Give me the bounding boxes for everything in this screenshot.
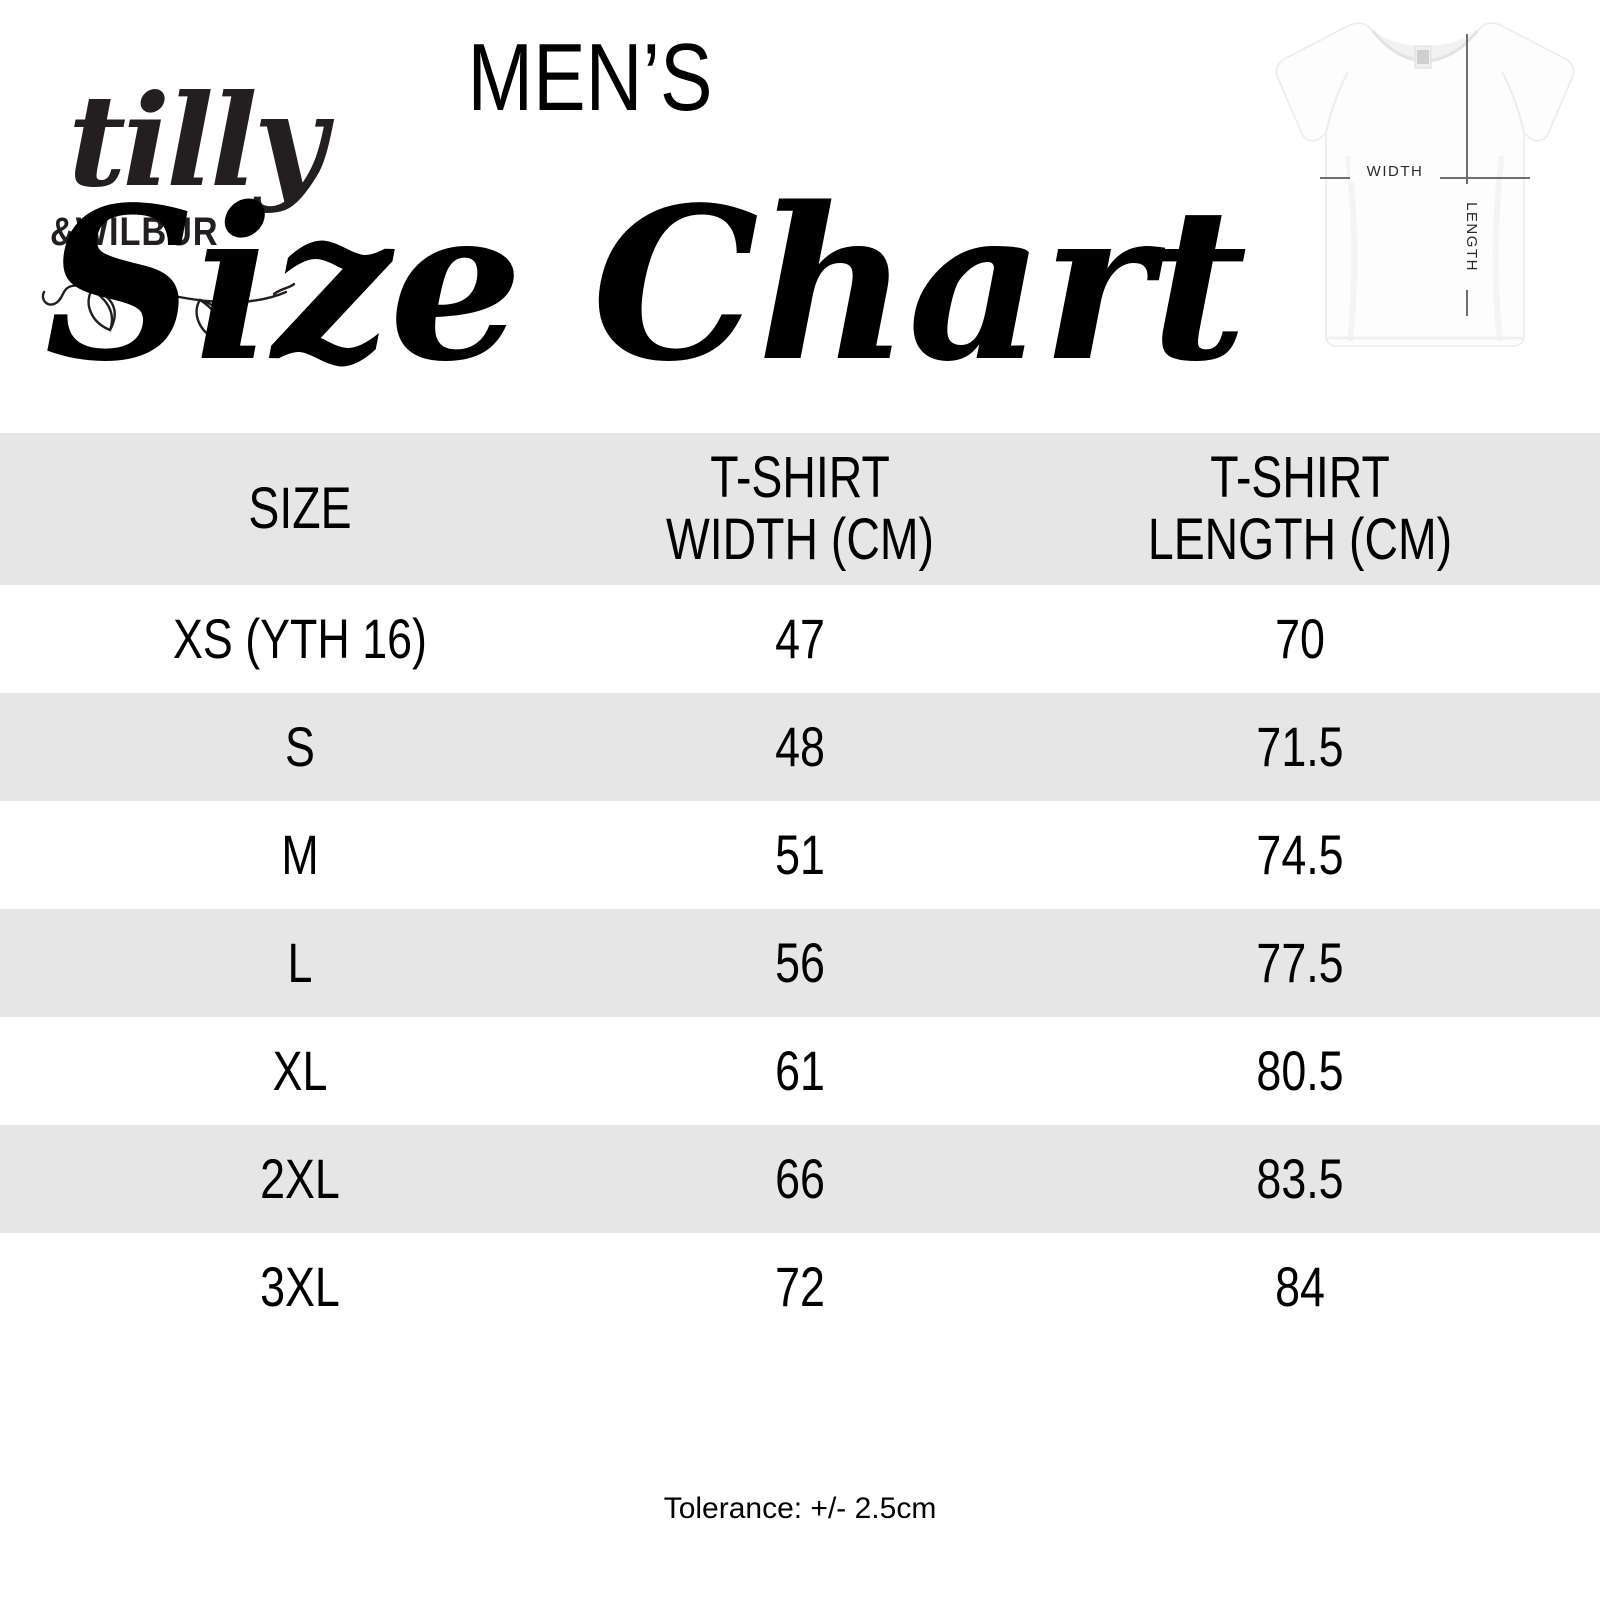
brand-name-secondary: &WILBUR: [50, 210, 219, 254]
cell-width: 56: [775, 931, 825, 994]
tshirt-measurement-diagram: WIDTH LENGTH: [1252, 6, 1600, 366]
cell-length: 77.5: [1256, 931, 1344, 994]
table-row: 2XL 66 83.5: [0, 1125, 1600, 1233]
column-header-length-line1: T-SHIRT: [1210, 444, 1390, 510]
table-row: 3XL 72 84: [0, 1233, 1600, 1341]
brand-logo: tilly &WILBUR: [30, 67, 330, 342]
brand-name-script: tilly: [68, 67, 327, 215]
cell-length: 70: [1275, 607, 1325, 670]
page-title: Size Chart: [44, 161, 1248, 408]
table-row: XS (YTH 16) 47 70: [0, 585, 1600, 693]
page-eyebrow-title: MEN’S: [467, 24, 713, 131]
cell-width: 51: [775, 823, 825, 886]
cell-length: 84: [1275, 1255, 1325, 1318]
cell-length: 71.5: [1256, 715, 1344, 778]
leaf-branch-icon: [38, 248, 298, 348]
cell-length: 83.5: [1256, 1147, 1344, 1210]
column-header-length-line2: LENGTH (CM): [1147, 507, 1453, 572]
cell-size: 3XL: [260, 1255, 340, 1318]
cell-size: 2XL: [260, 1147, 340, 1210]
diagram-length-label: LENGTH: [1463, 202, 1480, 272]
cell-size: XS (YTH 16): [173, 607, 427, 670]
diagram-width-label: WIDTH: [1367, 163, 1424, 180]
cell-width: 66: [775, 1147, 825, 1210]
column-header-tshirt-width: T-SHIRT WIDTH (CM): [640, 444, 960, 572]
column-header-size-text: SIZE: [248, 475, 352, 541]
cell-width: 61: [775, 1039, 825, 1102]
column-header-width-line1: T-SHIRT: [710, 444, 890, 510]
cell-size: S: [285, 715, 315, 778]
cell-width: 47: [775, 607, 825, 670]
column-header-size: SIZE: [60, 475, 540, 541]
tolerance-note: Tolerance: +/- 2.5cm: [663, 1492, 937, 1525]
table-row: XL 61 80.5: [0, 1017, 1600, 1125]
cell-size: M: [281, 823, 319, 886]
cell-size: L: [287, 931, 313, 994]
column-header-tshirt-length: T-SHIRT LENGTH (CM): [1060, 444, 1540, 572]
cell-width: 72: [775, 1255, 825, 1318]
table-row: M 51 74.5: [0, 801, 1600, 909]
cell-size: XL: [272, 1039, 328, 1102]
table-row: L 56 77.5: [0, 909, 1600, 1017]
table-header-row: SIZE T-SHIRT WIDTH (CM) T-SHIRT LENGTH (…: [0, 433, 1600, 585]
cell-length: 80.5: [1256, 1039, 1344, 1102]
cell-width: 48: [775, 715, 825, 778]
table-row: S 48 71.5: [0, 693, 1600, 801]
size-table: SIZE T-SHIRT WIDTH (CM) T-SHIRT LENGTH (…: [0, 433, 1600, 1341]
column-header-width-line2: WIDTH (CM): [665, 507, 934, 572]
cell-length: 74.5: [1256, 823, 1344, 886]
